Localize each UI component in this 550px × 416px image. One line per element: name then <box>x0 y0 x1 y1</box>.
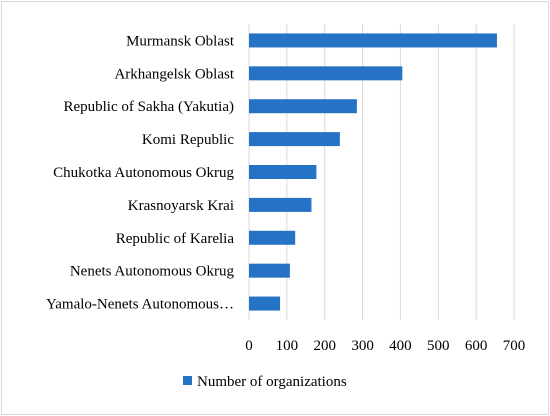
x-tick-labels: 0 100 200 300 400 500 600 700 <box>245 338 525 354</box>
x-tick-label: 600 <box>465 338 488 354</box>
category-label: Chukotka Autonomous Okrug <box>53 165 234 181</box>
bars <box>249 33 497 311</box>
legend-label: Number of organizations <box>197 374 347 390</box>
bar <box>249 33 497 48</box>
category-label: Republic of Karelia <box>116 231 235 247</box>
bar <box>249 197 312 212</box>
bar <box>249 99 357 114</box>
legend-swatch <box>183 376 192 385</box>
category-label: Komi Republic <box>142 132 234 148</box>
bar <box>249 66 403 81</box>
bar <box>249 165 317 179</box>
x-tick-label: 200 <box>313 338 336 354</box>
category-label: Republic of Sakha (Yakutia) <box>63 99 234 115</box>
category-labels: Murmansk Oblast Arkhangelsk Oblast Republi… <box>46 33 235 312</box>
x-tick-label: 0 <box>245 338 253 354</box>
category-label: Yamalo-Nenets Autonomous… <box>46 297 234 313</box>
legend: Number of organizations <box>183 374 347 390</box>
x-tick-label: 400 <box>389 338 412 354</box>
category-label: Arkhangelsk Oblast <box>114 66 234 82</box>
x-tick-label: 500 <box>427 338 450 354</box>
x-tick-label: 700 <box>503 338 526 354</box>
bar <box>249 263 290 278</box>
category-label: Krasnoyarsk Krai <box>128 198 234 214</box>
bar <box>249 296 281 311</box>
category-label: Nenets Autonomous Okrug <box>70 264 235 280</box>
bar <box>249 132 340 147</box>
category-label: Murmansk Oblast <box>126 33 235 49</box>
x-tick-label: 300 <box>351 338 374 354</box>
x-tick-label: 100 <box>276 338 299 354</box>
bar <box>249 230 296 245</box>
